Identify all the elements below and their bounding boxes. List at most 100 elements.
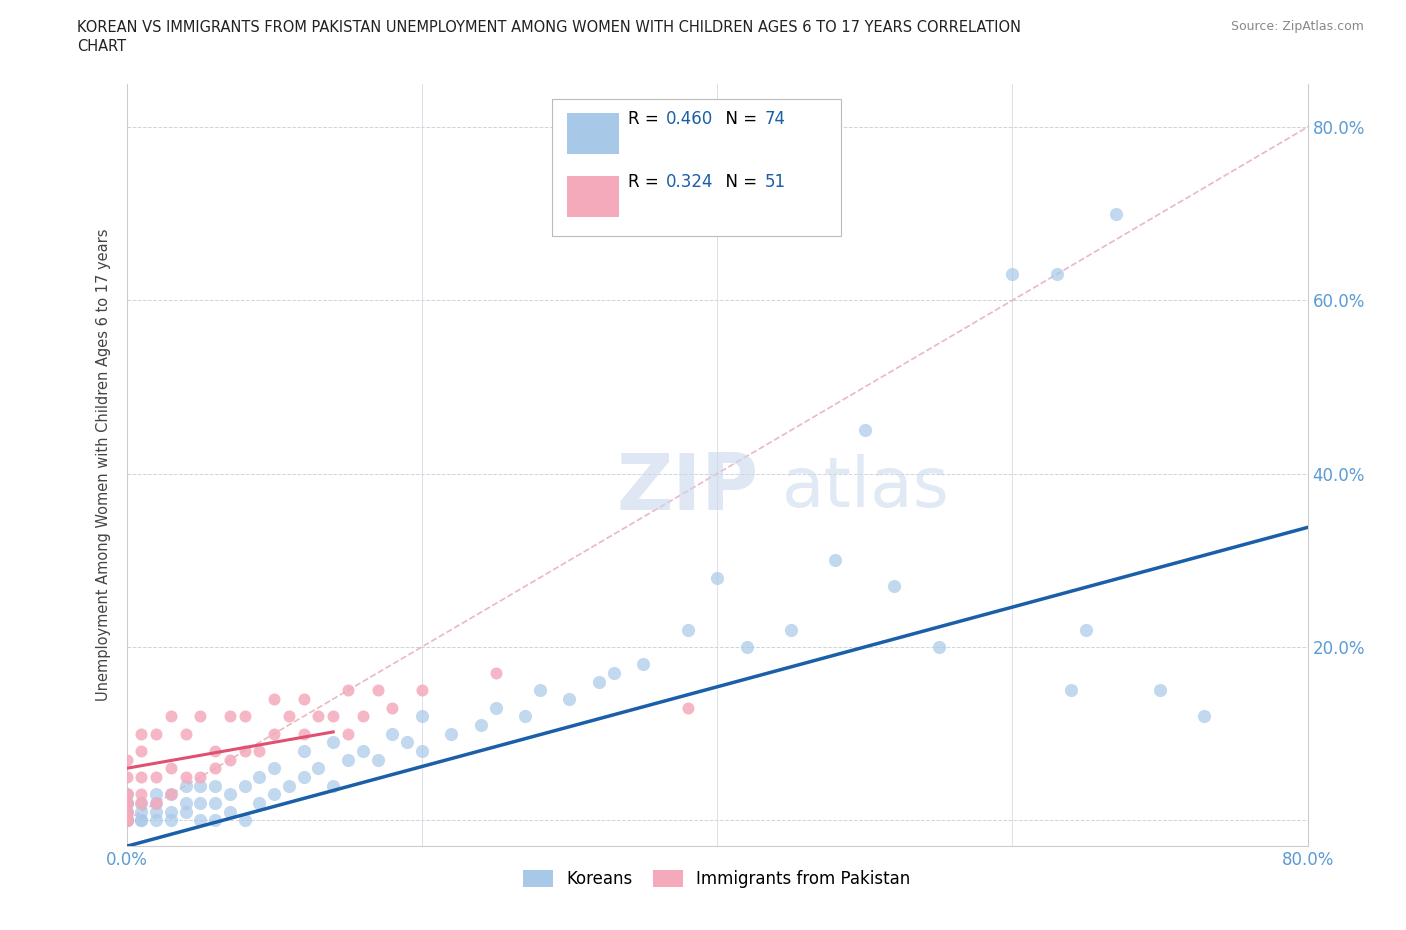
Point (115, 795, 138, 810)
Point (233, 778, 256, 793)
Point (603, 666, 626, 681)
Point (129, 787, 153, 802)
Point (928, 640, 950, 655)
Point (204, 761, 226, 776)
Point (1060, 683, 1083, 698)
Point (249, 769, 271, 784)
Point (160, 761, 183, 776)
Point (381, 700, 404, 715)
Point (115, 795, 138, 810)
Point (129, 813, 153, 828)
Point (735, 640, 758, 655)
Point (129, 795, 153, 810)
Point (706, 570, 728, 585)
Point (174, 778, 197, 793)
Point (174, 769, 197, 784)
Point (352, 709, 374, 724)
Text: Source: ZipAtlas.com: Source: ZipAtlas.com (1230, 20, 1364, 33)
Point (188, 795, 212, 810)
Point (396, 735, 419, 750)
Point (115, 813, 138, 828)
Point (129, 744, 153, 759)
Point (115, 804, 138, 819)
Point (233, 744, 256, 759)
Point (308, 709, 330, 724)
Text: N =: N = (714, 173, 762, 192)
Point (145, 787, 167, 802)
Point (115, 787, 138, 802)
Point (278, 709, 301, 724)
Point (160, 709, 183, 724)
Point (115, 804, 138, 819)
Point (145, 813, 167, 828)
Point (676, 700, 699, 715)
Point (1192, 709, 1215, 724)
Text: 51: 51 (765, 173, 786, 192)
Point (233, 709, 256, 724)
Point (308, 761, 330, 776)
Text: KOREAN VS IMMIGRANTS FROM PAKISTAN UNEMPLOYMENT AMONG WOMEN WITH CHILDREN AGES 6: KOREAN VS IMMIGRANTS FROM PAKISTAN UNEMP… (77, 20, 1021, 35)
Point (352, 744, 374, 759)
Point (337, 752, 360, 767)
Point (883, 578, 905, 593)
Point (115, 787, 138, 802)
Point (233, 813, 256, 828)
Point (367, 683, 389, 698)
Point (484, 700, 508, 715)
Point (292, 692, 315, 707)
Point (337, 683, 360, 698)
Point (249, 795, 271, 810)
Point (129, 726, 153, 741)
Point (145, 769, 167, 784)
Point (219, 804, 242, 819)
Point (204, 744, 226, 759)
Point (160, 787, 183, 802)
Point (263, 787, 285, 802)
Point (160, 787, 183, 802)
Point (1149, 683, 1171, 698)
Point (115, 769, 138, 784)
Text: atlas: atlas (782, 455, 950, 522)
Point (249, 744, 271, 759)
Point (145, 795, 167, 810)
Point (145, 804, 167, 819)
Text: 0.324: 0.324 (666, 173, 714, 192)
Point (115, 813, 138, 828)
Point (515, 709, 537, 724)
Point (411, 683, 433, 698)
Point (115, 813, 138, 828)
Point (129, 813, 153, 828)
Point (1001, 267, 1024, 282)
Point (263, 726, 285, 741)
Text: R =: R = (628, 110, 665, 128)
Point (115, 804, 138, 819)
Point (780, 622, 803, 637)
Point (1105, 206, 1128, 221)
Point (292, 769, 315, 784)
Point (160, 804, 183, 819)
FancyBboxPatch shape (551, 99, 841, 236)
Point (115, 813, 138, 828)
FancyBboxPatch shape (567, 176, 619, 218)
Point (824, 552, 846, 567)
Point (440, 726, 463, 741)
Point (588, 674, 610, 689)
Point (204, 778, 226, 793)
Point (1046, 267, 1069, 282)
Point (411, 709, 433, 724)
Point (484, 666, 508, 681)
Point (1076, 622, 1098, 637)
Point (381, 726, 404, 741)
Point (160, 813, 183, 828)
Point (263, 761, 285, 776)
Point (115, 813, 138, 828)
Point (174, 795, 197, 810)
Point (676, 622, 699, 637)
Text: N =: N = (714, 110, 762, 128)
Text: 0.460: 0.460 (666, 110, 713, 128)
Point (219, 787, 242, 802)
Point (853, 423, 876, 438)
Point (322, 735, 344, 750)
Text: R =: R = (628, 173, 665, 192)
Point (174, 726, 197, 741)
